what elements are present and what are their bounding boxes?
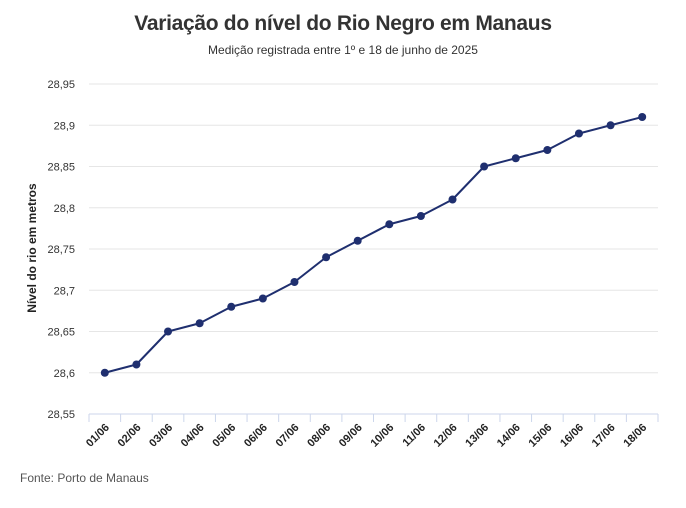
x-tick-label: 09/06 [337, 422, 365, 450]
y-tick-label: 28,65 [47, 327, 75, 339]
data-point[interactable] [574, 129, 583, 138]
chart-title: Variação do nível do Rio Negro em Manaus [134, 12, 552, 35]
data-point[interactable] [385, 220, 394, 229]
x-tick-label: 13/06 [463, 422, 491, 450]
data-point[interactable] [258, 294, 267, 303]
series-line [104, 116, 643, 374]
y-axis-title: Nível do rio em metros [25, 183, 39, 313]
data-point[interactable] [290, 278, 299, 286]
x-axis-ticks: 01/06 02/06 03/06 04/06 05/06 06/06 07/06 08/06… [84, 422, 649, 450]
x-tick-label: 03/06 [147, 422, 175, 450]
y-tick-label: 28,85 [47, 162, 75, 174]
x-tick-label: 18/06 [621, 422, 649, 450]
data-point[interactable] [511, 154, 520, 163]
y-tick-label: 28,8 [54, 203, 75, 215]
data-point[interactable] [132, 360, 141, 369]
data-point[interactable] [638, 113, 647, 121]
chart-source: Fonte: Porto de Manaus [20, 471, 149, 485]
data-point[interactable] [448, 195, 457, 204]
grid-lines [89, 83, 658, 374]
x-tick-label: 04/06 [179, 422, 207, 450]
x-tick-label: 01/06 [84, 422, 112, 450]
data-point[interactable] [480, 162, 489, 171]
data-point[interactable] [322, 253, 331, 262]
x-tick-label: 08/06 [305, 422, 333, 450]
data-point[interactable] [353, 236, 362, 245]
y-tick-label: 28,6 [54, 368, 75, 380]
data-point[interactable] [164, 327, 173, 336]
data-point[interactable] [100, 368, 109, 377]
x-tick-label: 15/06 [527, 422, 555, 450]
x-tick-label: 05/06 [210, 422, 238, 450]
x-tick-label: 10/06 [368, 422, 396, 450]
y-tick-label: 28,55 [47, 409, 75, 421]
x-tick-label: 17/06 [590, 422, 618, 450]
y-tick-label: 28,9 [54, 120, 75, 132]
x-tick-label: 02/06 [116, 422, 144, 450]
x-tick-label: 16/06 [558, 422, 586, 450]
y-tick-label: 28,7 [54, 285, 75, 297]
data-point[interactable] [606, 121, 615, 130]
x-tick-label: 07/06 [274, 422, 302, 450]
series-line-group [100, 113, 647, 377]
x-tick-label: 14/06 [495, 422, 523, 450]
y-tick-label: 28,75 [47, 244, 75, 256]
chart-subtitle: Medição registrada entre 1º e 18 de junh… [208, 43, 478, 57]
y-axis-ticks: 28,55 28,6 28,65 28,7 28,75 28,8 28,85 28,9 28,9… [47, 79, 75, 421]
data-point[interactable] [227, 302, 236, 311]
data-point[interactable] [195, 319, 204, 328]
data-point[interactable] [416, 212, 425, 220]
x-tick-label: 12/06 [432, 422, 460, 450]
y-tick-label: 28,95 [47, 79, 75, 91]
x-tick-label: 11/06 [401, 422, 429, 450]
data-point[interactable] [543, 146, 552, 154]
x-axis [88, 413, 659, 422]
x-tick-label: 06/06 [242, 422, 270, 450]
